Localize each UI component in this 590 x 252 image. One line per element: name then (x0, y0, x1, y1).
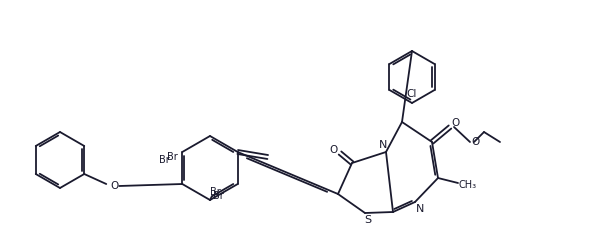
Text: Br: Br (167, 152, 178, 162)
Text: O: O (451, 118, 459, 128)
Text: CH₃: CH₃ (459, 180, 477, 190)
Text: Br: Br (159, 155, 170, 165)
Text: O: O (330, 145, 338, 155)
Text: Cl: Cl (407, 89, 417, 99)
Text: N: N (379, 140, 387, 150)
Text: O: O (110, 181, 119, 191)
Text: O: O (471, 137, 479, 147)
Text: N: N (416, 204, 424, 214)
Text: Br: Br (212, 191, 224, 201)
Text: S: S (365, 215, 372, 225)
Text: Br: Br (209, 187, 221, 197)
